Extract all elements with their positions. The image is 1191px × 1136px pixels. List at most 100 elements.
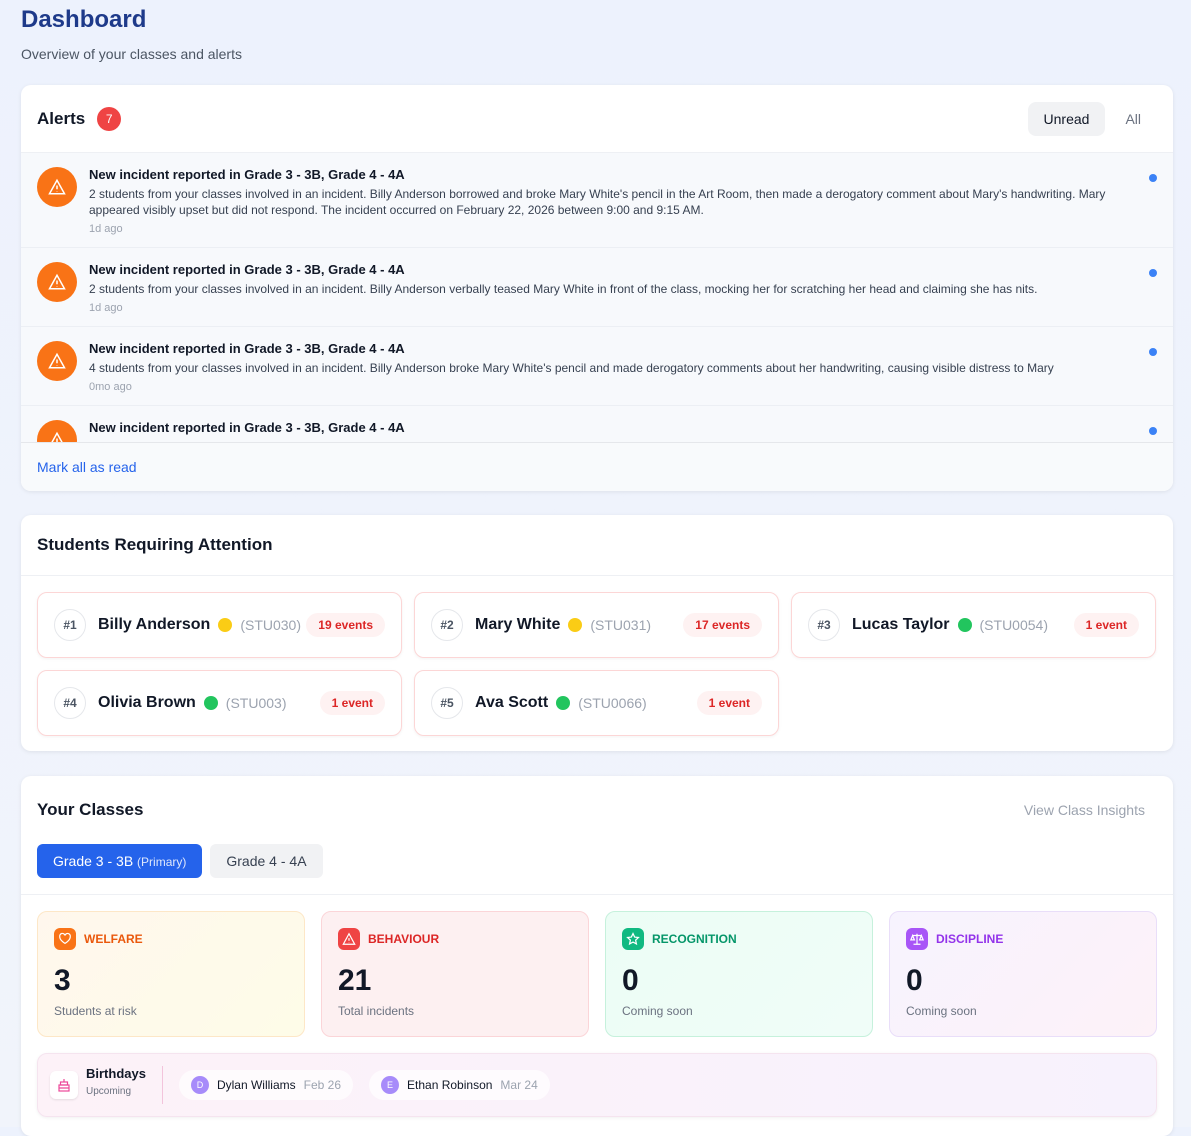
unread-dot (1149, 269, 1157, 277)
birthday-date: Feb 26 (303, 1078, 342, 1092)
student-card[interactable]: #3 Lucas Taylor (STU0054) 1 event (791, 592, 1156, 658)
birthdays-title: Birthdays (86, 1066, 146, 1081)
alert-item[interactable]: New incident reported in Grade 3 - 3B, G… (21, 153, 1173, 248)
alerts-card: Alerts 7 Unread All New incident reporte… (21, 85, 1173, 491)
mark-all-read-link[interactable]: Mark all as read (37, 459, 137, 475)
stat-label: DISCIPLINE (936, 932, 1004, 946)
events-badge: 17 events (683, 613, 762, 637)
alerts-count-badge: 7 (97, 106, 122, 131)
students-attention-card: Students Requiring Attention #1 Billy And… (21, 515, 1173, 751)
status-dot (218, 618, 233, 632)
stat-description: Coming soon (622, 1004, 693, 1018)
warning-icon (338, 928, 360, 950)
tab-all[interactable]: All (1125, 110, 1141, 127)
class-tab-grade-3-3b[interactable]: Grade 3 - 3B (Primary) (37, 844, 203, 878)
student-card[interactable]: #1 Billy Anderson (STU030) 19 events (37, 592, 402, 658)
alert-time: 1d ago (89, 223, 123, 235)
class-tab-label: Grade 3 - 3B (53, 853, 134, 869)
scale-icon (906, 928, 928, 950)
page-subtitle: Overview of your classes and alerts (21, 46, 242, 62)
events-badge: 1 event (696, 691, 762, 715)
student-name: Billy Anderson (98, 616, 211, 633)
alert-body: 4 students from your classes involved in… (89, 361, 1054, 375)
student-card[interactable]: #2 Mary White (STU031) 17 events (414, 592, 779, 658)
stat-value: 0 (622, 964, 639, 997)
stat-card-welfare[interactable]: WELFARE 3 Students at risk (37, 911, 305, 1037)
classes-title: Your Classes (37, 800, 144, 819)
student-id: (STU0066) (578, 695, 647, 711)
stat-card-behaviour[interactable]: BEHAVIOUR 21 Total incidents (321, 911, 589, 1037)
student-name: Lucas Taylor (852, 616, 950, 633)
stat-description: Coming soon (906, 1004, 977, 1018)
class-tab-grade-4-4a[interactable]: Grade 4 - 4A (210, 844, 323, 878)
page-header: Dashboard Overview of your classes and a… (21, 6, 242, 62)
alert-title: New incident reported in Grade 3 - 3B, G… (89, 420, 405, 435)
stat-description: Total incidents (338, 1004, 415, 1018)
status-dot (203, 696, 218, 710)
stat-label: WELFARE (84, 932, 143, 946)
alert-title: New incident reported in Grade 3 - 3B, G… (89, 262, 405, 277)
birthday-chip[interactable]: E Ethan Robinson Mar 24 (369, 1070, 550, 1100)
student-id: (STU030) (240, 617, 301, 633)
student-name: Ava Scott (475, 694, 549, 711)
student-id: (STU0054) (979, 617, 1048, 633)
warning-icon (37, 167, 77, 207)
student-name: Mary White (475, 616, 561, 633)
classes-card: Your Classes View Class Insights Grade 3… (21, 776, 1173, 1136)
tab-unread[interactable]: Unread (1027, 101, 1106, 136)
birthday-chip[interactable]: D Dylan Williams Feb 26 (178, 1070, 354, 1100)
student-card[interactable]: #5 Ava Scott (STU0066) 1 event (414, 670, 779, 736)
alert-body: 2 students from your classes involved in… (89, 282, 1038, 296)
view-class-insights-link[interactable]: View Class Insights (1023, 802, 1145, 818)
student-rank: #5 (431, 687, 463, 719)
alerts-list[interactable]: New incident reported in Grade 3 - 3B, G… (21, 153, 1173, 442)
student-name: Olivia Brown (98, 694, 196, 711)
star-icon (622, 928, 644, 950)
stat-label: RECOGNITION (652, 932, 737, 946)
alert-title: New incident reported in Grade 3 - 3B, G… (89, 341, 405, 356)
alert-body: 2 students from your classes involved in… (89, 187, 1106, 217)
students-title: Students Requiring Attention (37, 535, 273, 554)
student-card[interactable]: #4 Olivia Brown (STU003) 1 event (37, 670, 402, 736)
birthday-name: Ethan Robinson (407, 1078, 493, 1092)
stat-value: 0 (906, 964, 923, 997)
avatar: E (381, 1076, 400, 1094)
warning-icon (37, 262, 77, 302)
events-badge: 19 events (306, 613, 385, 637)
page-title: Dashboard (21, 6, 147, 33)
events-badge: 1 event (1073, 613, 1139, 637)
alert-title: New incident reported in Grade 3 - 3B, G… (89, 167, 405, 182)
status-dot (556, 696, 571, 710)
status-dot (568, 618, 583, 632)
heart-icon (54, 928, 76, 950)
birthday-date: Mar 24 (500, 1078, 538, 1092)
student-rank: #4 (54, 687, 86, 719)
warning-icon (37, 420, 77, 442)
warning-icon (37, 341, 77, 381)
stat-card-discipline[interactable]: DISCIPLINE 0 Coming soon (889, 911, 1157, 1037)
birthdays-bar: Birthdays Upcoming D Dylan Williams Feb 26 E… (37, 1053, 1157, 1117)
birthday-name: Dylan Williams (216, 1078, 296, 1092)
stat-label: BEHAVIOUR (368, 932, 440, 946)
status-dot (957, 618, 972, 632)
cake-icon (50, 1071, 78, 1099)
alerts-title: Alerts (37, 108, 86, 128)
birthdays-subtitle: Upcoming (86, 1086, 132, 1097)
avatar: D (190, 1076, 209, 1094)
stat-value: 21 (338, 964, 372, 997)
unread-dot (1149, 174, 1157, 182)
events-badge: 1 event (319, 691, 385, 715)
unread-dot (1149, 348, 1157, 356)
alert-item[interactable]: New incident reported in Grade 3 - 3B, G… (21, 327, 1173, 406)
stat-card-recognition[interactable]: RECOGNITION 0 Coming soon (605, 911, 873, 1037)
student-id: (STU031) (590, 617, 652, 633)
alert-item[interactable]: New incident reported in Grade 3 - 3B, G… (21, 406, 1173, 442)
student-id: (STU003) (225, 695, 287, 711)
unread-dot (1149, 427, 1157, 435)
student-rank: #3 (808, 609, 840, 641)
alert-item[interactable]: New incident reported in Grade 3 - 3B, G… (21, 248, 1173, 327)
alert-time: 1d ago (89, 302, 123, 314)
student-rank: #2 (431, 609, 463, 641)
stat-description: Students at risk (54, 1004, 137, 1018)
student-rank: #1 (54, 609, 86, 641)
